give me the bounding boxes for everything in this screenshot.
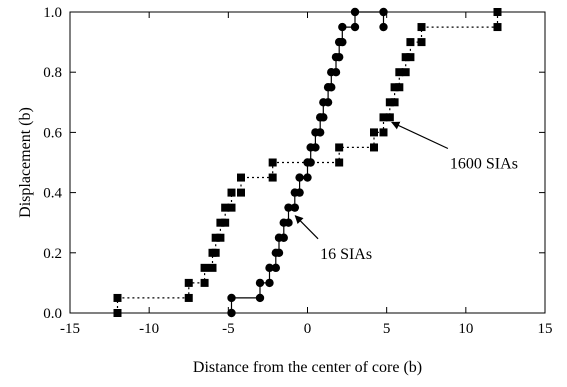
- data-point-circle: [295, 188, 304, 197]
- data-point-square: [113, 293, 122, 302]
- data-point-square: [216, 218, 225, 227]
- data-point-circle: [331, 68, 341, 77]
- series-line-1: [116, 12, 499, 313]
- data-point-circle: [227, 308, 236, 318]
- data-point-circle: [295, 173, 304, 182]
- data-point-square: [184, 278, 193, 287]
- data-point-square: [395, 83, 404, 92]
- y-axis-label: Displacement (b): [17, 107, 34, 218]
- data-point-square: [216, 233, 225, 242]
- data-point-circle: [327, 83, 336, 92]
- data-point-square: [401, 53, 410, 62]
- data-point-square: [385, 113, 394, 122]
- y-tick-label: 0.8: [43, 65, 62, 81]
- data-point-square: [211, 248, 220, 257]
- data-point-square: [406, 53, 415, 62]
- data-point-square: [335, 143, 344, 152]
- x-tick-label: 5: [383, 321, 391, 337]
- data-point-square: [401, 68, 410, 77]
- annotation-arrow-0: [294, 215, 319, 240]
- data-point-square: [268, 173, 277, 182]
- data-point-circle: [319, 113, 328, 122]
- data-point-square: [335, 158, 344, 167]
- data-point-square: [385, 98, 394, 107]
- data-point-circle: [284, 218, 293, 227]
- data-point-square: [395, 68, 404, 77]
- data-point-circle: [334, 52, 344, 62]
- data-point-circle: [255, 278, 265, 288]
- data-point-square: [493, 8, 502, 16]
- data-point-square: [221, 218, 230, 227]
- x-tick-label: 10: [458, 321, 473, 337]
- data-point-square: [208, 263, 217, 272]
- data-point-square: [184, 293, 193, 302]
- data-point-square: [221, 203, 230, 212]
- y-tick-label: 0.2: [43, 246, 62, 262]
- data-point-square: [227, 203, 236, 212]
- data-point-circle: [274, 248, 284, 257]
- data-point-square: [237, 173, 245, 182]
- data-point-square: [390, 83, 399, 92]
- x-tick-label: -15: [60, 321, 80, 337]
- data-point-circle: [271, 263, 281, 273]
- x-axis-label: Distance from the center of core (b): [193, 359, 422, 376]
- data-point-square: [237, 188, 245, 197]
- x-tick-label: -10: [139, 321, 159, 337]
- markers: [113, 7, 502, 318]
- data-point-square: [211, 233, 220, 242]
- data-point-square: [379, 113, 388, 122]
- data-point-square: [113, 309, 122, 317]
- data-point-circle: [323, 98, 333, 107]
- x-tick-label: 15: [538, 321, 553, 337]
- data-point-circle: [338, 37, 347, 47]
- annotation-arrow-1: [391, 121, 449, 150]
- data-point-circle: [379, 7, 388, 17]
- data-point-square: [227, 188, 236, 197]
- data-point-square: [379, 128, 388, 137]
- x-tick-label: 0: [304, 321, 312, 337]
- data-point-square: [370, 143, 378, 152]
- y-tick-label: 1.0: [43, 5, 62, 21]
- data-point-circle: [255, 293, 265, 303]
- y-tick-label: 0.0: [43, 306, 62, 322]
- axes: -15 -10 -5 0 5 10 15 0.0 0.2 0.4 0.6 0.8 1.0 Distance…: [17, 5, 553, 376]
- data-point-square: [417, 38, 426, 47]
- y-tick-label: 0.6: [43, 125, 62, 141]
- data-point-square: [406, 38, 415, 47]
- data-point-circle: [290, 203, 300, 212]
- y-tick-label: 0.4: [43, 186, 62, 202]
- data-point-square: [390, 98, 399, 107]
- data-point-circle: [315, 128, 325, 137]
- data-point-square: [268, 158, 277, 167]
- data-point-circle: [379, 22, 388, 32]
- x-tick-label: -5: [222, 321, 235, 337]
- annotation-label-1: 1600 SIAs: [450, 156, 518, 173]
- data-point-circle: [284, 203, 293, 212]
- data-point-circle: [227, 293, 236, 303]
- data-point-square: [493, 23, 502, 32]
- data-point-square: [200, 263, 209, 272]
- data-point-circle: [265, 278, 274, 288]
- data-point-circle: [350, 22, 360, 32]
- data-point-square: [370, 128, 378, 137]
- data-point-circle: [338, 22, 347, 32]
- data-point-square: [417, 23, 426, 32]
- data-point-circle: [265, 263, 274, 273]
- annotations: 16 SIAs 1600 SIAs: [294, 121, 518, 263]
- data-point-circle: [303, 173, 312, 182]
- data-point-circle: [350, 7, 360, 17]
- data-point-circle: [311, 143, 320, 152]
- data-point-circle: [306, 158, 315, 167]
- data-point-square: [200, 278, 209, 287]
- data-point-circle: [279, 233, 288, 242]
- annotation-label-0: 16 SIAs: [320, 246, 372, 263]
